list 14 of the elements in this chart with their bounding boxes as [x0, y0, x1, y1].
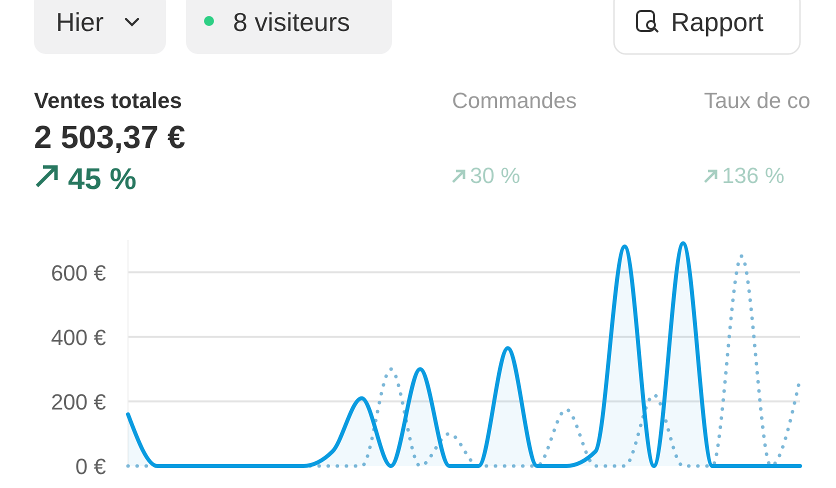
- text: Rapport: [671, 7, 764, 37]
- y-tick-label: 0 €: [75, 454, 106, 479]
- text: 136 %: [722, 163, 784, 188]
- text: 45 %: [68, 163, 136, 196]
- text: Taux de co: [704, 88, 810, 113]
- y-tick-label: 400 €: [50, 324, 106, 350]
- chart-subtitle: 2 503,37 €: [34, 119, 186, 155]
- text: 30 %: [470, 163, 520, 188]
- text: Commandes: [452, 88, 577, 113]
- chart-title: Ventes totales: [34, 88, 182, 113]
- text: 8 visiteurs: [233, 7, 350, 37]
- y-tick-label: 200 €: [50, 389, 106, 414]
- text: Hier: [56, 7, 104, 37]
- y-tick-label: 600 €: [50, 260, 106, 286]
